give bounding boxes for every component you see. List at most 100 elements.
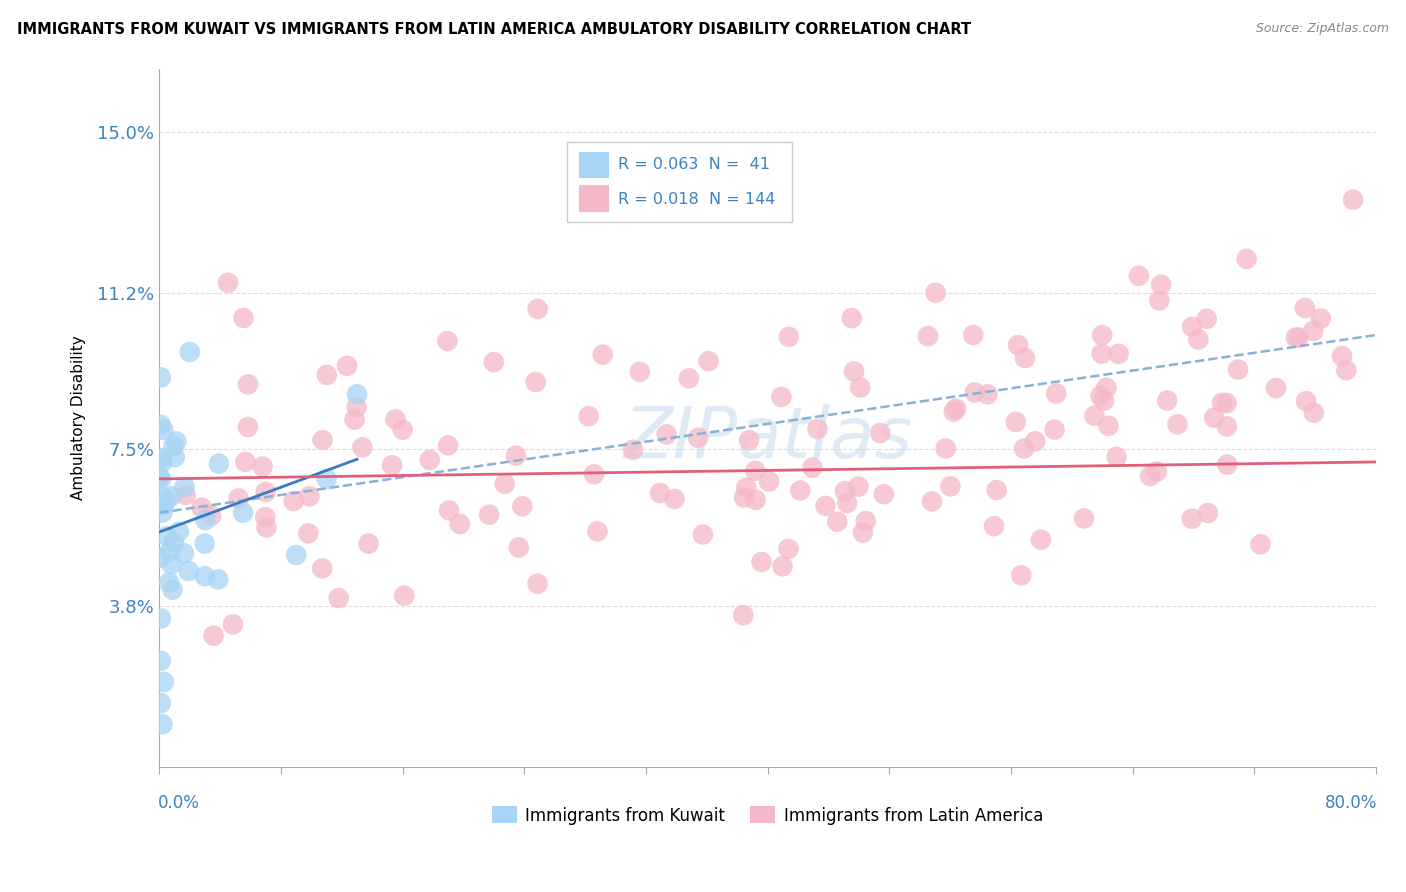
Point <box>733 608 755 623</box>
Point <box>869 425 891 440</box>
Point <box>153 497 176 511</box>
Text: 80.0%: 80.0% <box>1324 795 1376 813</box>
Point <box>236 420 259 434</box>
Point <box>772 559 794 574</box>
Point <box>392 589 415 603</box>
Point <box>1005 415 1028 429</box>
Point <box>254 484 277 499</box>
Point <box>825 515 848 529</box>
Point <box>963 385 986 400</box>
Point <box>160 557 183 571</box>
Point <box>179 345 201 359</box>
Point <box>217 276 239 290</box>
Point <box>437 438 460 452</box>
Text: R = 0.018  N = 144: R = 0.018 N = 144 <box>619 192 775 207</box>
Point <box>232 506 254 520</box>
Point <box>942 404 965 418</box>
Y-axis label: Ambulatory Disability: Ambulatory Disability <box>72 335 86 500</box>
Point <box>1236 252 1258 266</box>
Point <box>524 375 547 389</box>
Point <box>1250 537 1272 551</box>
Point <box>449 516 471 531</box>
Point <box>381 458 404 473</box>
Point <box>297 526 319 541</box>
Point <box>924 285 946 300</box>
Point <box>758 475 780 489</box>
Point <box>935 442 957 456</box>
Point <box>436 334 458 348</box>
Point <box>789 483 811 498</box>
Point <box>391 423 413 437</box>
Point <box>733 491 755 505</box>
Point <box>1215 396 1237 410</box>
Point <box>254 520 277 534</box>
Point <box>1146 465 1168 479</box>
Point <box>1105 450 1128 464</box>
Point <box>1227 362 1250 376</box>
Point <box>664 491 686 506</box>
Point <box>343 412 366 426</box>
Point <box>1216 458 1239 472</box>
Point <box>232 310 254 325</box>
Point <box>848 480 870 494</box>
Point <box>1090 389 1112 403</box>
Point <box>648 486 671 500</box>
Point <box>298 489 321 503</box>
Point <box>156 529 179 543</box>
Point <box>744 464 766 478</box>
Point <box>160 489 183 503</box>
Point <box>1294 301 1316 315</box>
Point <box>482 355 505 369</box>
Point <box>346 400 368 414</box>
Point <box>162 439 184 453</box>
Point <box>336 359 359 373</box>
Point <box>384 412 406 426</box>
Point <box>352 441 374 455</box>
Point <box>1149 293 1171 308</box>
Point <box>194 513 217 527</box>
Point <box>328 591 350 605</box>
Point <box>174 488 197 502</box>
Point <box>1181 511 1204 525</box>
Point <box>1108 347 1130 361</box>
Point <box>194 569 217 583</box>
Point <box>357 536 380 550</box>
Point <box>621 442 644 457</box>
Point <box>976 387 998 401</box>
Point <box>149 417 172 432</box>
Point <box>1007 338 1029 352</box>
Point <box>526 576 548 591</box>
Text: R = 0.063  N =  41: R = 0.063 N = 41 <box>619 157 770 172</box>
Point <box>778 541 800 556</box>
Point <box>837 496 859 510</box>
Point <box>628 365 651 379</box>
Point <box>1097 418 1119 433</box>
FancyBboxPatch shape <box>579 152 609 178</box>
Point <box>1195 311 1218 326</box>
Point <box>806 422 828 436</box>
Point <box>494 476 516 491</box>
Point <box>849 380 872 394</box>
Point <box>1264 381 1286 395</box>
Point <box>200 508 222 523</box>
Point <box>437 503 460 517</box>
Point <box>346 387 368 401</box>
Point <box>1095 381 1118 395</box>
Point <box>149 489 172 503</box>
Point <box>678 371 700 385</box>
Point <box>194 536 217 550</box>
Point <box>583 467 606 482</box>
Point <box>173 480 195 494</box>
Point <box>149 654 172 668</box>
Point <box>159 544 181 558</box>
Point <box>814 499 837 513</box>
Point <box>512 500 534 514</box>
Point <box>1024 434 1046 449</box>
Point <box>228 491 250 506</box>
Point <box>692 527 714 541</box>
Point <box>873 487 896 501</box>
Point <box>735 481 758 495</box>
Legend: Immigrants from Kuwait, Immigrants from Latin America: Immigrants from Kuwait, Immigrants from … <box>492 806 1043 824</box>
Point <box>1128 268 1150 283</box>
Point <box>177 564 200 578</box>
